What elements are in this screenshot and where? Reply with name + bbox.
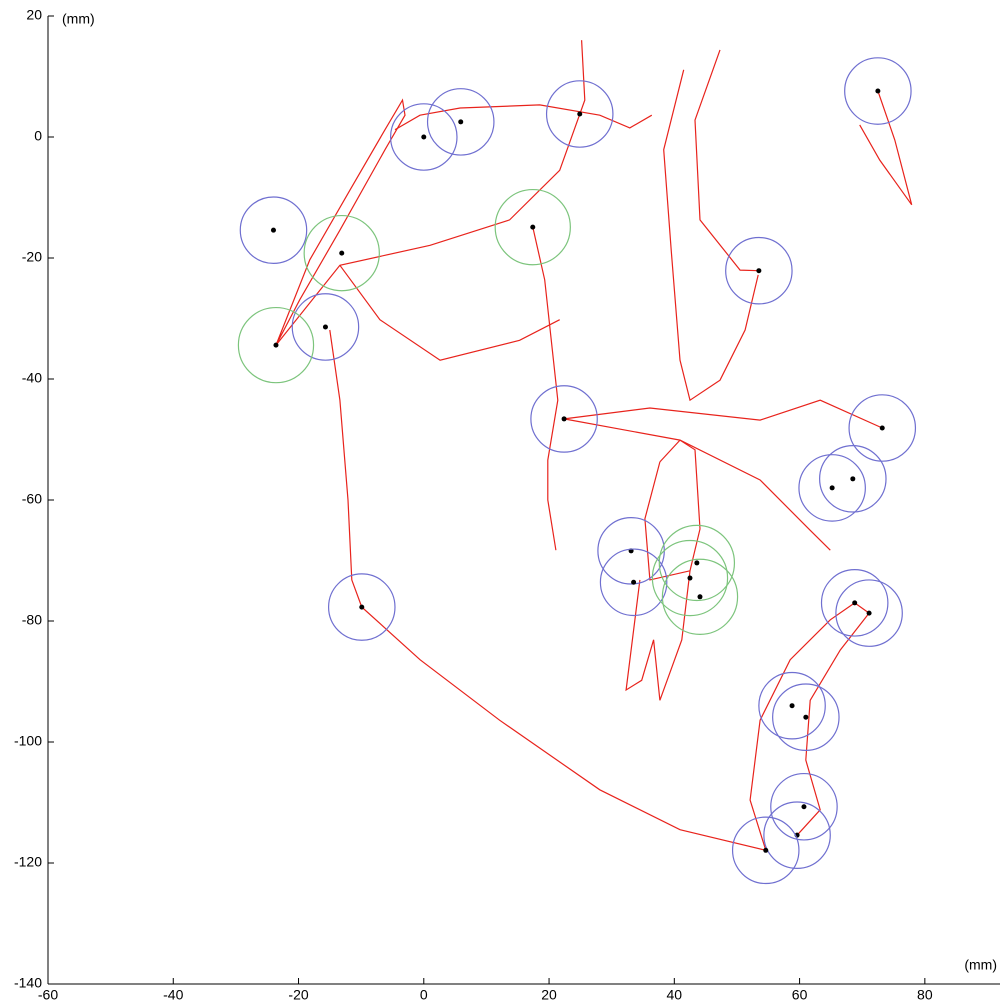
landmark-point bbox=[880, 426, 885, 431]
landmark-point bbox=[790, 703, 795, 708]
landmark-point bbox=[694, 560, 699, 565]
landmark-point bbox=[852, 600, 857, 605]
landmark-point bbox=[577, 112, 582, 117]
landmark-point bbox=[875, 89, 880, 94]
x-tick-label: 20 bbox=[541, 987, 557, 1003]
background bbox=[0, 0, 1002, 1006]
y-tick-label: -80 bbox=[22, 612, 42, 628]
landmark-point bbox=[323, 324, 328, 329]
y-tick-label: -140 bbox=[14, 975, 42, 991]
y-tick-label: -100 bbox=[14, 733, 42, 749]
landmark-point bbox=[801, 804, 806, 809]
x-axis-label: (mm) bbox=[964, 957, 997, 973]
landmark-point bbox=[687, 576, 692, 581]
y-tick-label: 20 bbox=[26, 7, 42, 23]
landmark-point bbox=[763, 848, 768, 853]
y-tick-label: -20 bbox=[22, 249, 42, 265]
x-tick-label: -20 bbox=[288, 987, 308, 1003]
landmark-point bbox=[631, 580, 636, 585]
landmark-point bbox=[756, 268, 761, 273]
landmark-point bbox=[421, 135, 426, 140]
y-tick-label: -40 bbox=[22, 370, 42, 386]
landmark-point bbox=[339, 251, 344, 256]
landmark-point bbox=[530, 225, 535, 230]
x-tick-label: 40 bbox=[667, 987, 683, 1003]
x-tick-label: 0 bbox=[420, 987, 428, 1003]
x-tick-label: 60 bbox=[792, 987, 808, 1003]
landmark-point bbox=[458, 119, 463, 124]
chart: (mm) (mm) -60 -40 -20 0 20 40 60 80 -140 -120 -100… bbox=[0, 0, 1002, 1006]
x-tick-label: 80 bbox=[917, 987, 933, 1003]
landmark-point bbox=[830, 485, 835, 490]
y-axis-label: (mm) bbox=[62, 11, 95, 27]
landmark-point bbox=[359, 605, 364, 610]
landmark-point bbox=[271, 228, 276, 233]
y-tick-label: -120 bbox=[14, 854, 42, 870]
y-tick-label: 0 bbox=[34, 128, 42, 144]
landmark-point bbox=[562, 416, 567, 421]
landmark-point bbox=[867, 611, 872, 616]
y-tick-label: -60 bbox=[22, 491, 42, 507]
landmark-point bbox=[273, 343, 278, 348]
x-tick-label: -40 bbox=[163, 987, 183, 1003]
landmark-point bbox=[697, 594, 702, 599]
landmark-point bbox=[803, 715, 808, 720]
landmark-point bbox=[850, 476, 855, 481]
